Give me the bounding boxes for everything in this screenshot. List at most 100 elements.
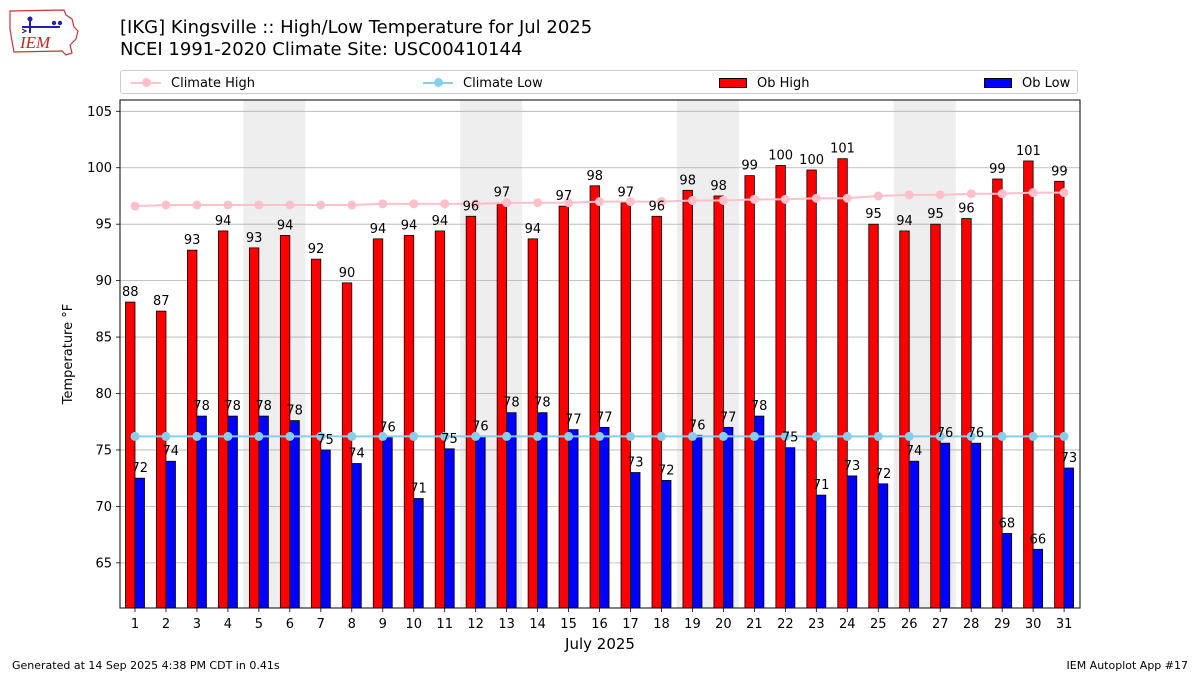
ob-low-bar xyxy=(351,463,362,609)
climate-high-point xyxy=(378,199,388,209)
ob-low-bar xyxy=(382,437,393,609)
y-tick-label: 75 xyxy=(95,443,112,458)
generated-timestamp: Generated at 14 Sep 2025 4:38 PM CDT in … xyxy=(12,659,280,672)
ob-high-label: 97 xyxy=(556,189,573,204)
ob-high-bar xyxy=(961,218,972,609)
ob-low-bar xyxy=(908,460,920,609)
x-tick-label: 13 xyxy=(498,617,515,632)
climate-low-point xyxy=(626,431,636,441)
ob-low-bar xyxy=(877,483,889,609)
y-tick-label: 80 xyxy=(95,387,112,402)
ob-low-bar xyxy=(784,447,796,609)
ob-high-label: 99 xyxy=(741,159,758,174)
climate-high-point xyxy=(718,195,728,205)
climate-low-point xyxy=(316,431,326,441)
climate-low-point xyxy=(997,431,1007,441)
y-tick-label: 65 xyxy=(95,556,112,571)
ob-high-bar xyxy=(465,215,477,609)
climate-high-point xyxy=(626,197,636,207)
climate-low-point xyxy=(378,431,388,441)
climate-low-point xyxy=(842,431,852,441)
ob-low-label: 73 xyxy=(844,459,861,474)
ob-low-bar xyxy=(630,472,641,609)
climate-low-point xyxy=(656,431,666,441)
ob-low-bar xyxy=(320,449,331,609)
climate-low-point xyxy=(347,431,357,441)
y-tick-label: 70 xyxy=(95,500,112,515)
ob-low-label: 78 xyxy=(193,399,210,414)
climate-high-point xyxy=(440,199,450,209)
ob-high-label: 98 xyxy=(587,169,604,184)
ob-high-label: 94 xyxy=(370,222,387,237)
ob-high-bar xyxy=(775,165,786,609)
ob-low-bar xyxy=(413,498,424,609)
ob-low-label: 78 xyxy=(224,399,241,414)
climate-low-point xyxy=(718,431,728,441)
x-tick-label: 12 xyxy=(467,617,484,632)
ob-high-bar xyxy=(682,189,693,609)
ob-high-label: 87 xyxy=(153,294,170,309)
ob-low-bar xyxy=(196,415,207,609)
app-credit: IEM Autoplot App #17 xyxy=(1066,659,1189,672)
plot-frame xyxy=(119,99,1081,609)
climate-high-point xyxy=(997,189,1007,199)
climate-high-point xyxy=(904,190,914,200)
x-tick-label: 4 xyxy=(224,617,232,632)
ob-low-bar xyxy=(692,434,703,609)
ob-high-bar xyxy=(434,230,446,609)
ob-high-label: 99 xyxy=(989,162,1006,177)
climate-high-point xyxy=(316,200,326,210)
ob-high-bar xyxy=(744,175,755,609)
ob-low-label: 72 xyxy=(658,463,675,478)
climate-low-point xyxy=(935,431,945,441)
ob-high-label: 98 xyxy=(710,179,727,194)
ob-low-label: 78 xyxy=(534,396,551,411)
climate-low-point xyxy=(904,431,914,441)
y-tick-label: 90 xyxy=(95,274,112,289)
ob-high-bar xyxy=(341,282,353,609)
chart-subtitle: NCEI 1991-2020 Climate Site: USC00410144 xyxy=(120,39,523,60)
climate-low-point xyxy=(502,431,512,441)
ob-high-bar xyxy=(620,202,631,609)
climate-low-point xyxy=(1059,431,1069,441)
ob-low-label: 72 xyxy=(131,461,148,476)
ob-high-bar xyxy=(651,215,662,609)
climate-low-point xyxy=(1028,431,1038,441)
ob-low-bar xyxy=(754,415,765,609)
ob-high-label: 95 xyxy=(927,207,944,222)
ob-low-bar xyxy=(1001,533,1013,609)
climate-low-point xyxy=(130,431,140,441)
ob-high-bar xyxy=(403,235,415,609)
y-axis-label: Temperature °F xyxy=(61,304,76,405)
climate-low-point xyxy=(966,431,976,441)
climate-low-point xyxy=(161,431,171,441)
ob-low-bar xyxy=(1032,548,1044,609)
ob-low-label: 73 xyxy=(1061,451,1078,466)
climate-high-point xyxy=(780,194,790,204)
climate-low-point xyxy=(223,431,233,441)
y-tick-label: 95 xyxy=(95,218,112,233)
climate-high-point xyxy=(811,193,821,203)
legend-item-ob-low: Ob Low xyxy=(984,74,1070,92)
ob-low-label: 74 xyxy=(348,447,365,462)
ob-low-label: 74 xyxy=(906,444,923,459)
legend-label-climate-high: Climate High xyxy=(171,75,256,91)
ob-high-bar xyxy=(992,178,1003,609)
ob-low-label: 77 xyxy=(565,413,582,428)
ob-high-label: 98 xyxy=(679,173,696,188)
x-tick-label: 3 xyxy=(193,617,201,632)
ob-low-label: 75 xyxy=(441,432,458,447)
x-tick-label: 21 xyxy=(746,617,763,632)
ob-low-bar xyxy=(939,442,951,609)
ob-low-bar xyxy=(165,460,176,609)
ob-high-bar xyxy=(837,158,848,609)
x-tick-label: 25 xyxy=(870,617,887,632)
ob-low-bar xyxy=(258,415,269,609)
x-tick-label: 16 xyxy=(591,617,608,632)
ob-high-bar xyxy=(125,301,136,609)
ob-low-label: 74 xyxy=(162,444,179,459)
x-tick-label: 23 xyxy=(808,617,825,632)
ob-high-bar xyxy=(248,247,260,609)
ob-high-bar xyxy=(187,249,198,609)
climate-high-point xyxy=(285,200,295,210)
